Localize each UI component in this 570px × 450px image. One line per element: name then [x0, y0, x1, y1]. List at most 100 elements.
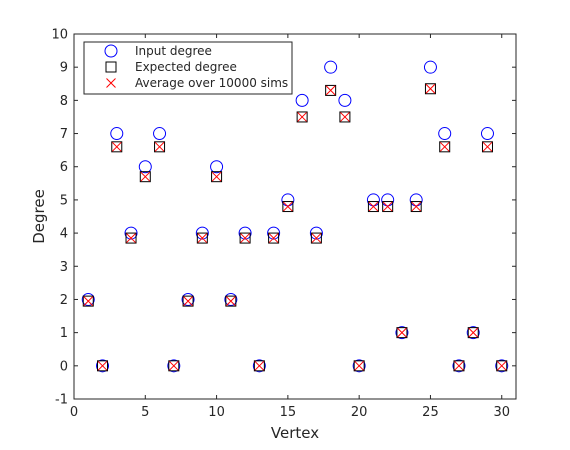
legend-label: Input degree — [135, 44, 212, 58]
x-tick-label: 0 — [70, 405, 78, 420]
average-sims-point — [240, 233, 250, 243]
x-tick-label: 30 — [493, 405, 510, 420]
average-sims-point — [83, 296, 94, 306]
expected-degree-point — [325, 84, 337, 96]
expected-degree-point — [111, 141, 123, 153]
input-degree-point — [81, 292, 95, 306]
expected-degree-point — [396, 327, 408, 339]
x-tick-label: 5 — [141, 405, 149, 420]
legend-label: Expected degree — [135, 60, 237, 74]
average-sims-point — [254, 360, 265, 371]
average-sims-point — [425, 83, 436, 94]
average-sims-point — [97, 360, 108, 371]
y-tick-label: 9 — [60, 61, 68, 76]
average-sims-point — [183, 296, 193, 306]
legend-marker — [105, 61, 117, 73]
x-tick-label: 20 — [351, 405, 368, 420]
average-sims-point — [126, 233, 136, 243]
x-axis-title: Vertex — [271, 424, 319, 442]
expected-degree-point — [496, 360, 508, 372]
expected-degree-point — [82, 295, 94, 307]
y-tick-label: 3 — [60, 260, 68, 275]
input-degree-point — [167, 359, 181, 373]
input-degree-point — [195, 226, 209, 240]
average-sims-point — [496, 360, 507, 371]
expected-degree-point — [296, 111, 308, 123]
y-tick-label: 7 — [60, 127, 68, 142]
input-degree-point — [153, 127, 167, 141]
y-tick-label: 5 — [60, 193, 68, 208]
plot-area — [73, 33, 517, 400]
expected-degree-point — [310, 232, 322, 244]
expected-degree-point — [196, 232, 208, 244]
input-degree-point — [495, 359, 509, 373]
y-tick-label: 6 — [60, 160, 68, 175]
input-degree-point — [423, 60, 437, 74]
average-sims-point — [340, 112, 350, 122]
average-sims-point — [439, 141, 450, 152]
expected-degree-point — [382, 201, 394, 213]
average-sims-point — [368, 201, 379, 212]
y-axis-title: Degree — [30, 189, 48, 244]
expected-degree-point — [453, 360, 465, 372]
expected-degree-point — [97, 360, 109, 372]
data-markers — [81, 60, 509, 373]
expected-degree-point — [339, 111, 351, 123]
average-sims-point — [397, 327, 407, 338]
input-degree-point — [466, 326, 480, 340]
expected-degree-point — [125, 232, 137, 244]
expected-degree-point — [182, 295, 194, 307]
expected-degree-point — [154, 141, 166, 153]
x-tick-label: 25 — [422, 405, 439, 420]
average-sims-point — [354, 360, 365, 371]
input-degree-point — [338, 93, 352, 107]
average-sims-point — [225, 296, 236, 306]
input-degree-point — [138, 160, 152, 174]
expected-degree-point — [268, 232, 280, 244]
input-degree-point — [395, 326, 409, 340]
average-sims-point — [197, 233, 208, 243]
average-sims-point — [268, 233, 279, 243]
average-sims-point — [311, 233, 322, 243]
input-degree-point — [252, 359, 266, 373]
y-tick-label: 4 — [60, 227, 68, 242]
input-degree-point — [210, 160, 224, 174]
x-tick-label: 15 — [280, 405, 297, 420]
average-sims-point — [140, 171, 151, 182]
input-degree-point — [224, 292, 238, 306]
legend-marker — [106, 78, 116, 88]
expected-degree-point — [424, 83, 436, 95]
average-sims-point — [111, 141, 122, 152]
expected-degree-point — [168, 360, 180, 372]
input-degree-point — [324, 60, 338, 74]
input-degree-point — [309, 226, 323, 240]
y-tick-label: 1 — [60, 326, 68, 341]
input-degree-point — [352, 359, 366, 373]
average-sims-point — [468, 327, 479, 338]
input-degree-point — [181, 292, 195, 306]
input-degree-point — [267, 226, 281, 240]
average-sims-point — [382, 201, 393, 212]
input-degree-point — [110, 127, 124, 141]
y-tick-label: 0 — [60, 359, 68, 374]
expected-degree-point — [282, 201, 294, 213]
input-degree-point — [96, 359, 110, 373]
average-sims-point — [154, 141, 165, 152]
x-tick-label: 10 — [208, 405, 225, 420]
average-sims-point — [297, 112, 307, 122]
average-sims-point — [482, 141, 493, 152]
expected-degree-point — [367, 201, 379, 213]
legend-marker — [104, 44, 118, 58]
input-degree-point — [295, 93, 309, 107]
legend-box — [83, 41, 293, 95]
expected-degree-point — [239, 232, 251, 244]
input-degree-point — [452, 359, 466, 373]
y-tick-label: 2 — [60, 293, 68, 308]
y-tick-label: 8 — [60, 94, 68, 109]
expected-degree-point — [467, 327, 479, 339]
input-degree-point — [238, 226, 252, 240]
expected-degree-point — [353, 360, 365, 372]
legend-label: Average over 10000 sims — [135, 76, 288, 90]
